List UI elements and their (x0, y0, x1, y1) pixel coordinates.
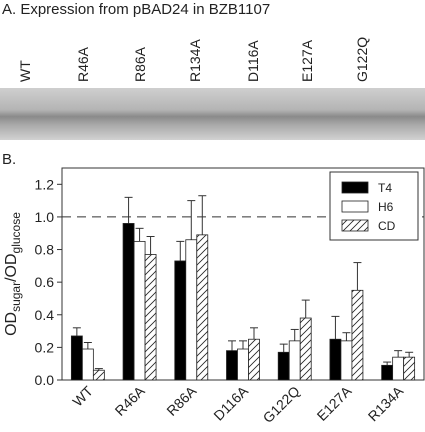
lane-label: D116A (245, 40, 261, 82)
y-tick-label: 0.6 (35, 274, 55, 290)
y-axis-label-part: glucose (9, 212, 23, 254)
bar (226, 350, 238, 381)
y-tick-label: 0.2 (35, 339, 55, 355)
lane-label: E127A (299, 39, 315, 82)
bar (92, 369, 105, 381)
legend-label: CD (378, 219, 396, 233)
bar (122, 223, 135, 381)
bar (329, 338, 342, 381)
bar (340, 340, 353, 381)
y-axis-label: ODsugar/ODglucose (3, 212, 23, 336)
bar (174, 260, 187, 381)
lane-label: R86A (132, 46, 148, 82)
x-tick-label: R86A (163, 382, 200, 419)
x-tick-label: R46A (112, 382, 149, 419)
bar (248, 338, 260, 381)
bar (144, 254, 157, 381)
x-tick-label: G122Q (260, 383, 303, 426)
bar (133, 240, 146, 381)
bar (70, 335, 83, 381)
legend-label: H6 (378, 200, 394, 214)
y-tick-label: 0.4 (35, 307, 55, 323)
bar (351, 289, 364, 381)
y-axis-label-part: OD (3, 312, 20, 336)
bar (277, 351, 290, 381)
legend-swatch (341, 219, 369, 232)
bar (392, 356, 405, 381)
legend-swatch (341, 200, 369, 213)
x-tick-label: D116A (210, 382, 251, 423)
panel-a-title: A. Expression from pBAD24 in BZB1107 (2, 1, 270, 18)
y-tick-label: 0.8 (35, 242, 55, 258)
y-tick-label: 0.0 (35, 372, 55, 388)
y-tick-label: 1.0 (35, 209, 55, 225)
legend-swatch (341, 181, 369, 194)
bar (196, 234, 209, 381)
bar (185, 239, 198, 381)
bar (237, 348, 249, 381)
legend-label: T4 (378, 181, 392, 195)
lane-label: G122Q (354, 37, 370, 82)
bar (403, 356, 416, 381)
x-tick-label: R134A (365, 382, 407, 424)
bar (288, 340, 301, 381)
bar (299, 317, 312, 381)
y-axis-label-part: /OD (3, 253, 20, 281)
x-tick-label: E127A (314, 382, 356, 424)
lane-label: WT (17, 60, 33, 82)
lane-label: R134A (187, 39, 203, 82)
x-tick-label: WT (69, 382, 96, 409)
y-axis-label-part: sugar (9, 282, 23, 312)
panel-b-label: B. (2, 151, 16, 168)
bar (381, 364, 394, 381)
bar (81, 348, 94, 381)
y-tick-label: 1.2 (35, 176, 55, 192)
lane-label: R46A (75, 46, 91, 82)
blot-image (0, 88, 425, 140)
